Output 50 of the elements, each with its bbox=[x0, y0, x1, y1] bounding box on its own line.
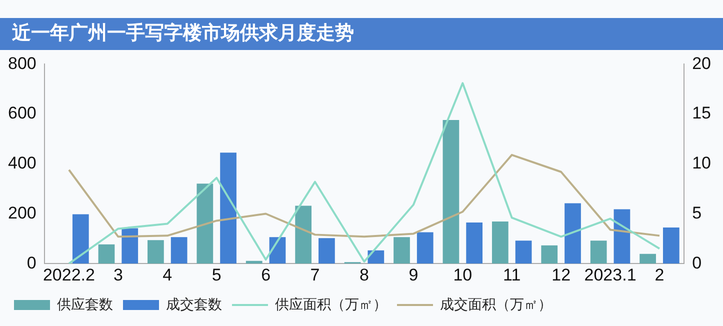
y-tick-label: 800 bbox=[8, 54, 36, 73]
bar bbox=[196, 184, 214, 264]
bar bbox=[220, 152, 236, 264]
bar bbox=[590, 240, 607, 264]
y2-tick-label: 10 bbox=[692, 154, 712, 173]
x-tick-label: 5 bbox=[212, 265, 222, 284]
y-tick-label: 200 bbox=[8, 203, 36, 222]
y2-tick-label: 20 bbox=[692, 54, 712, 73]
bar bbox=[564, 203, 581, 264]
y2-tick-label: 5 bbox=[692, 203, 702, 222]
x-tick-label: 2022.2 bbox=[42, 265, 95, 284]
bar bbox=[394, 237, 410, 264]
bar bbox=[148, 240, 164, 264]
x-tick-label: 11 bbox=[503, 265, 521, 284]
bar bbox=[640, 254, 656, 264]
y2-tick-label: 15 bbox=[692, 104, 712, 123]
y-tick-label: 0 bbox=[26, 253, 36, 272]
bar bbox=[98, 244, 115, 264]
legend-label: 成交套数 bbox=[166, 296, 222, 312]
chart-title: 近一年广州一手写字楼市场供求月度走势 bbox=[0, 18, 723, 50]
bar bbox=[466, 222, 483, 264]
x-tick-label: 10 bbox=[453, 265, 472, 284]
legend-label: 供应套数 bbox=[57, 296, 113, 312]
y-tick-label: 400 bbox=[8, 154, 36, 173]
bar bbox=[662, 227, 680, 264]
x-tick-label: 6 bbox=[261, 265, 271, 284]
x-tick-label: 9 bbox=[408, 265, 418, 284]
x-tick-label: 4 bbox=[162, 265, 172, 284]
bar bbox=[295, 206, 312, 264]
bar bbox=[170, 237, 188, 264]
x-tick-label: 3 bbox=[113, 265, 123, 284]
bar bbox=[368, 250, 384, 264]
bar bbox=[122, 228, 138, 264]
bar bbox=[541, 245, 558, 264]
x-tick-label: 12 bbox=[552, 265, 571, 284]
x-tick-label: 2 bbox=[654, 265, 664, 284]
x-tick-label: 8 bbox=[359, 265, 369, 284]
bar bbox=[72, 214, 89, 264]
x-tick-label: 2023.1 bbox=[584, 265, 636, 284]
y-tick-label: 600 bbox=[8, 104, 36, 123]
legend-label: 供应面积（万㎡） bbox=[275, 296, 387, 312]
legend-label: 成交面积（万㎡） bbox=[440, 296, 552, 312]
x-tick-label: 7 bbox=[310, 265, 320, 284]
bar bbox=[492, 221, 508, 264]
bar bbox=[515, 240, 532, 264]
y2-tick-label: 0 bbox=[692, 253, 702, 272]
bar bbox=[442, 120, 460, 264]
bar bbox=[318, 238, 335, 264]
bar bbox=[246, 260, 262, 264]
bar bbox=[416, 232, 434, 264]
